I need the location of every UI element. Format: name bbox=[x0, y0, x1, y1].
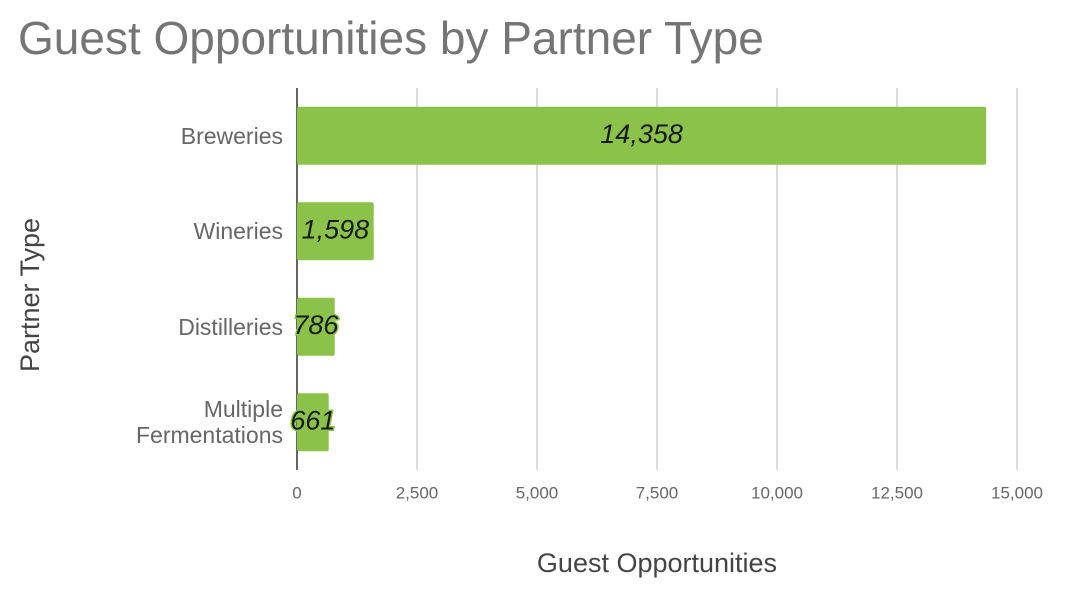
y-tick-label: Distilleries bbox=[178, 313, 283, 340]
data-label: 14,358 bbox=[600, 119, 683, 149]
x-tick-label: 10,000 bbox=[751, 483, 803, 502]
x-tick-label: 15,000 bbox=[991, 483, 1043, 502]
bar bbox=[297, 202, 374, 261]
x-tick-label: 2,500 bbox=[396, 483, 439, 502]
chart-title: Guest Opportunities by Partner Type bbox=[18, 12, 764, 64]
x-tick-label: 7,500 bbox=[636, 483, 679, 502]
x-tick-label: 5,000 bbox=[516, 483, 559, 502]
y-axis-title: Partner Type bbox=[15, 218, 45, 372]
y-tick-label: Wineries bbox=[193, 218, 283, 245]
x-axis-title: Guest Opportunities bbox=[537, 548, 777, 578]
x-tick-label: 12,500 bbox=[871, 483, 923, 502]
data-label: 786 bbox=[293, 310, 339, 340]
bar bbox=[297, 297, 335, 356]
y-tick-label: Breweries bbox=[180, 122, 283, 149]
data-label: 1,598 bbox=[302, 214, 370, 244]
y-tick-label: Multiple Fermentations bbox=[135, 396, 283, 449]
data-label: 661 bbox=[290, 405, 335, 435]
x-tick-label: 0 bbox=[292, 483, 301, 502]
bar bbox=[297, 393, 329, 452]
bar bbox=[297, 106, 987, 165]
